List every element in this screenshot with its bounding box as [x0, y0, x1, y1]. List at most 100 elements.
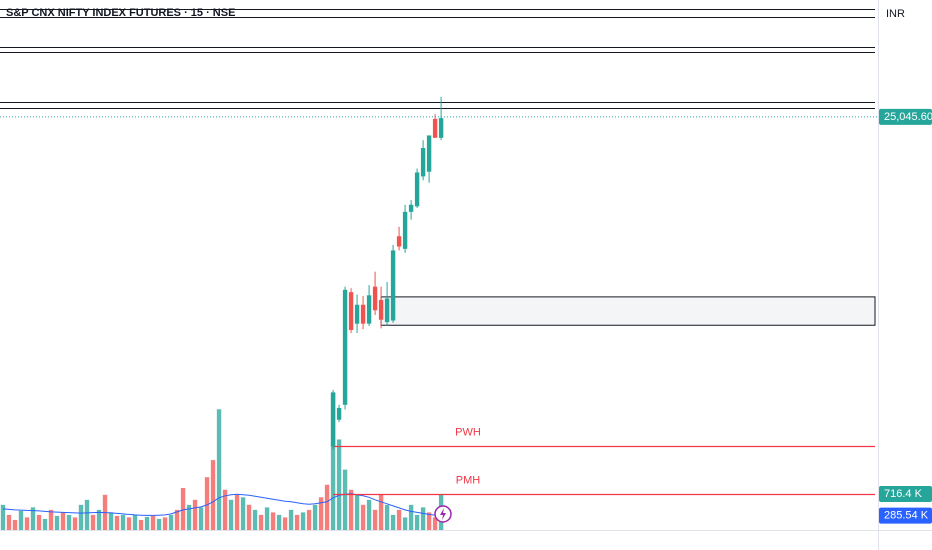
candle-body: [420, 148, 426, 177]
candle-body: [342, 289, 348, 405]
candle-body: [348, 292, 354, 330]
last-price-box: [879, 108, 932, 125]
icon-bolt: [440, 508, 446, 520]
volume-bar: [306, 509, 312, 530]
ma-last-label: 285.54 K: [884, 510, 929, 522]
volume-bar: [48, 509, 54, 530]
volume-bar: [24, 517, 30, 530]
candle-body: [402, 211, 408, 249]
candle-body: [426, 135, 432, 172]
volume-bar: [288, 509, 294, 530]
volume-bar: [216, 409, 222, 530]
volume-bar: [72, 517, 78, 530]
volume-bar: [396, 509, 402, 530]
volume-bar: [300, 512, 306, 530]
last-price-label: 25,045.60: [884, 111, 932, 123]
volume-bar: [174, 509, 180, 530]
candle-body: [396, 236, 402, 247]
volume-bar: [180, 488, 186, 530]
chart-title: S&P CNX NIFTY INDEX FUTURES · 15 · NSE: [6, 7, 235, 19]
candle-body: [336, 407, 342, 420]
volume-bar: [366, 499, 372, 530]
volume-bar: [192, 499, 198, 530]
volume-bar: [0, 504, 6, 530]
candle-body: [384, 298, 390, 323]
volume-last-label: 716.4 K: [884, 488, 923, 500]
volume-bar: [336, 439, 342, 530]
volume-bar: [234, 494, 240, 530]
candle-body: [372, 286, 378, 311]
candle-body: [360, 304, 366, 324]
volume-bar: [90, 514, 96, 530]
volume-bar: [84, 499, 90, 530]
candle-body: [366, 295, 372, 324]
volume-bar: [186, 504, 192, 530]
volume-bar: [414, 514, 420, 530]
volume-bar: [240, 497, 246, 530]
volume-bar: [198, 507, 204, 530]
volume-bar: [150, 515, 156, 530]
volume-bar: [312, 504, 318, 530]
zone-box: [380, 296, 876, 326]
volume-bar: [156, 518, 162, 530]
volume-bar: [378, 494, 384, 530]
volume-bar: [402, 517, 408, 530]
volume-ma-line: [2, 493, 442, 517]
volume-bar: [384, 504, 390, 530]
volume-bar: [360, 504, 366, 530]
volume-bar: [348, 489, 354, 530]
candle-body: [432, 118, 438, 138]
candle-body: [354, 304, 360, 324]
volume-bar: [420, 507, 426, 530]
volume-bar: [264, 507, 270, 530]
volume-bar: [162, 517, 168, 530]
volume-bar: [132, 514, 138, 530]
volume-bar: [372, 509, 378, 530]
volume-bar: [210, 460, 216, 530]
volume-bar: [204, 477, 210, 530]
currency: INR: [886, 8, 905, 20]
volume-bar: [354, 494, 360, 530]
candle-body: [414, 172, 420, 207]
volume-bar: [60, 512, 66, 530]
candle-body: [390, 250, 396, 321]
volume-bar: [6, 514, 12, 530]
volume-bar: [228, 499, 234, 530]
volume-bar: [126, 517, 132, 530]
volume-bar: [252, 509, 258, 530]
annotation-label: PWH: [455, 426, 481, 438]
volume-bar: [96, 509, 102, 530]
volume-last-box: [879, 485, 932, 502]
volume-bar: [168, 514, 174, 530]
volume-bar: [294, 514, 300, 530]
volume-bar: [432, 517, 438, 530]
volume-bar: [36, 514, 42, 530]
volume-bar: [120, 514, 126, 530]
axes: 25,045.60 716.4 K 285.54 K: [879, 108, 932, 524]
volume-bar: [18, 510, 24, 530]
volume-bar: [66, 514, 72, 530]
volume-bar: [138, 519, 144, 530]
candle-body: [408, 204, 414, 212]
ma-last-box: [879, 507, 932, 524]
volume-bar: [342, 469, 348, 530]
candle-body: [438, 118, 444, 138]
volume-bar: [324, 484, 330, 530]
volume-bar: [276, 514, 282, 530]
volume-bar: [54, 515, 60, 530]
volume-bar: [282, 517, 288, 530]
volume-bar: [114, 515, 120, 530]
volume-bar: [144, 516, 150, 530]
volume-bar: [108, 512, 114, 530]
flash-icon[interactable]: [434, 505, 452, 523]
volume-bar: [12, 519, 18, 530]
volume-bar: [246, 504, 252, 530]
volume-bar: [426, 512, 432, 530]
volume-bar: [42, 518, 48, 530]
volume-bar: [330, 392, 336, 530]
annotation-label: PMH: [456, 474, 481, 486]
volume-bar: [318, 497, 324, 530]
volume-bar: [270, 512, 276, 530]
